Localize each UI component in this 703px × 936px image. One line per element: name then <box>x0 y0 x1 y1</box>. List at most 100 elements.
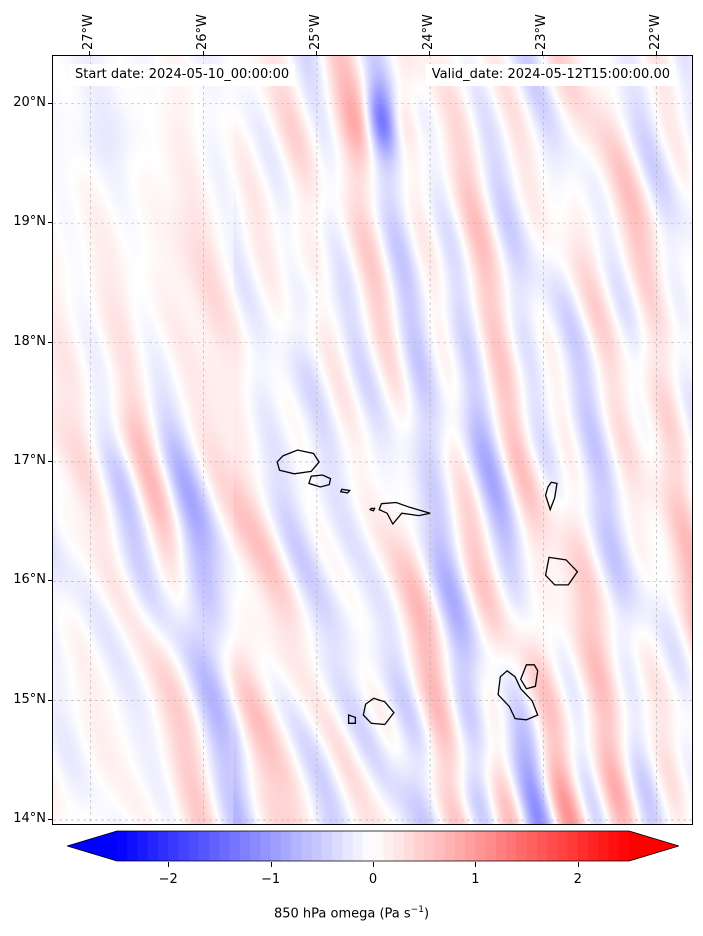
colorbar-segment <box>270 831 282 861</box>
colorbar-segment <box>280 831 292 861</box>
island-coastline <box>544 481 558 512</box>
colorbar-tick-label: 2 <box>573 872 582 887</box>
colorbar-segment <box>577 831 589 861</box>
colorbar-tick <box>168 862 170 867</box>
lat-tick-label: 20°N <box>13 94 46 110</box>
colorbar-segment <box>536 831 548 861</box>
island-coastline <box>368 507 376 512</box>
colorbar-segment <box>557 831 569 861</box>
lon-tick <box>542 51 544 55</box>
colorbar-segment <box>168 831 179 861</box>
colorbar-tick-label: −2 <box>158 872 178 887</box>
lat-tick <box>48 102 52 104</box>
colorbar-segment <box>465 831 476 861</box>
island-coastline <box>347 714 357 724</box>
lat-tick <box>48 460 52 462</box>
colorbar-segment <box>567 831 579 861</box>
valid-date-label: Valid_date: 2024-05-12T15:00:00.00 <box>425 64 676 86</box>
colorbar-segment <box>301 831 313 861</box>
colorbar-segment <box>434 831 446 861</box>
lat-tick <box>48 699 52 701</box>
start-date-label: Start date: 2024-05-10_00:00:00 <box>69 64 296 86</box>
lat-tick-label: 15°N <box>13 691 46 707</box>
colorbar-segment <box>393 831 405 861</box>
colorbar-segment <box>188 831 200 861</box>
colorbar-segment <box>485 831 497 861</box>
colorbar-title: 850 hPa omega (Pa s−1) <box>0 905 703 921</box>
island-coastline <box>544 556 579 586</box>
lon-tick-label: 26°W <box>194 14 210 50</box>
colorbar-tick-label: −1 <box>261 872 281 887</box>
island-coastline <box>519 664 539 690</box>
lon-tick-label: 25°W <box>307 14 323 50</box>
colorbar-tick-label: 1 <box>471 872 480 887</box>
lon-tick <box>89 51 91 55</box>
colorbar-segment <box>352 831 364 861</box>
lat-tick-label: 19°N <box>13 214 46 230</box>
colorbar-tick <box>373 862 374 867</box>
colorbar-title-unit-exponent: −1 <box>410 905 424 915</box>
colorbar-segment <box>342 831 354 861</box>
lat-tick <box>48 341 52 343</box>
colorbar-segment <box>454 831 466 861</box>
colorbar-segment <box>516 831 528 861</box>
colorbar-segment <box>608 831 620 861</box>
colorbar-segment <box>311 831 323 861</box>
island-coastline <box>276 449 320 475</box>
colorbar-segment <box>209 831 220 861</box>
lon-tick-label: 27°W <box>81 14 97 50</box>
colorbar-ramp <box>65 830 681 862</box>
colorbar-segment <box>291 831 302 861</box>
colorbar-segment <box>362 831 374 861</box>
colorbar-tick <box>270 862 272 867</box>
lon-tick <box>315 51 317 55</box>
lat-tick-label: 16°N <box>13 572 46 588</box>
colorbar-segment <box>598 831 610 861</box>
colorbar-tick <box>577 862 579 867</box>
colorbar-segment <box>127 831 138 861</box>
lat-tick-label: 18°N <box>13 333 46 349</box>
lon-tick-label: 24°W <box>421 14 437 50</box>
lon-tick-label: 23°W <box>534 14 550 50</box>
colorbar-segment <box>618 831 630 861</box>
lat-tick <box>48 580 52 582</box>
colorbar-segment <box>250 831 261 861</box>
colorbar-title-text: 850 hPa omega (Pa s <box>273 906 411 922</box>
colorbar-segment <box>239 831 251 861</box>
colorbar-segment <box>198 831 210 861</box>
lon-tick-label: 22°W <box>647 14 663 50</box>
colorbar-segment <box>383 831 394 861</box>
lon-tick <box>655 51 657 55</box>
colorbar-segment <box>403 831 415 861</box>
colorbar <box>65 830 681 862</box>
colorbar-title-end: ) <box>423 906 430 922</box>
colorbar-segment <box>219 831 231 861</box>
island-coastline <box>497 669 539 721</box>
colorbar-segment <box>137 831 149 861</box>
colorbar-segment <box>526 831 538 861</box>
colorbar-segment <box>475 831 487 861</box>
colorbar-extend-min <box>67 831 117 861</box>
colorbar-segment <box>117 831 128 861</box>
colorbar-segment <box>413 831 425 861</box>
lon-tick <box>429 51 431 55</box>
colorbar-segment <box>332 831 343 861</box>
colorbar-segment <box>444 831 456 861</box>
colorbar-segment <box>547 831 558 861</box>
colorbar-segment <box>157 831 169 861</box>
colorbar-segment <box>321 831 333 861</box>
colorbar-segment <box>373 831 384 861</box>
colorbar-segment <box>506 831 517 861</box>
lat-tick <box>48 222 52 224</box>
map-frame: Start date: 2024-05-10_00:00:00 Valid_da… <box>52 55 693 825</box>
island-coastline <box>378 501 431 526</box>
colorbar-segment <box>424 831 435 861</box>
lat-tick <box>48 819 52 821</box>
island-coastline <box>308 474 332 488</box>
lon-tick <box>202 51 204 55</box>
colorbar-segment <box>229 831 241 861</box>
colorbar-tick <box>475 862 477 867</box>
colorbar-segment <box>178 831 190 861</box>
colorbar-segment <box>588 831 599 861</box>
colorbar-segment <box>147 831 159 861</box>
